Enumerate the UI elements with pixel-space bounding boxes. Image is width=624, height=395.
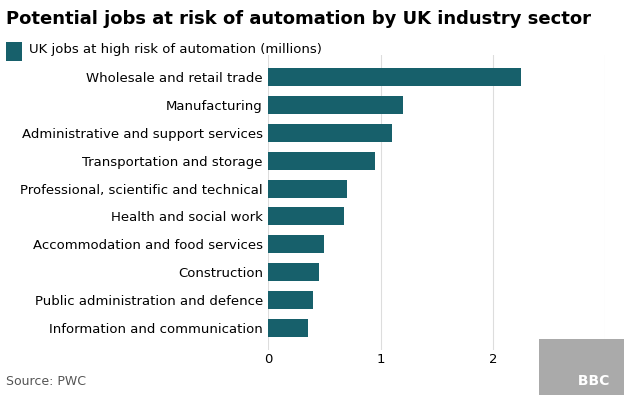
Text: Source: PWC: Source: PWC [6, 375, 86, 388]
Bar [268, 96, 403, 114]
Bar [268, 235, 324, 253]
Bar [268, 124, 392, 142]
Bar [268, 263, 319, 281]
Bar [268, 152, 375, 170]
Bar [268, 180, 347, 198]
Bar [268, 68, 521, 87]
Bar [268, 207, 344, 226]
Bar [268, 291, 313, 309]
Text: Potential jobs at risk of automation by UK industry sector: Potential jobs at risk of automation by … [6, 10, 592, 28]
Text: UK jobs at high risk of automation (millions): UK jobs at high risk of automation (mill… [29, 43, 322, 56]
Bar [268, 318, 308, 337]
Text: BBC: BBC [573, 374, 615, 388]
